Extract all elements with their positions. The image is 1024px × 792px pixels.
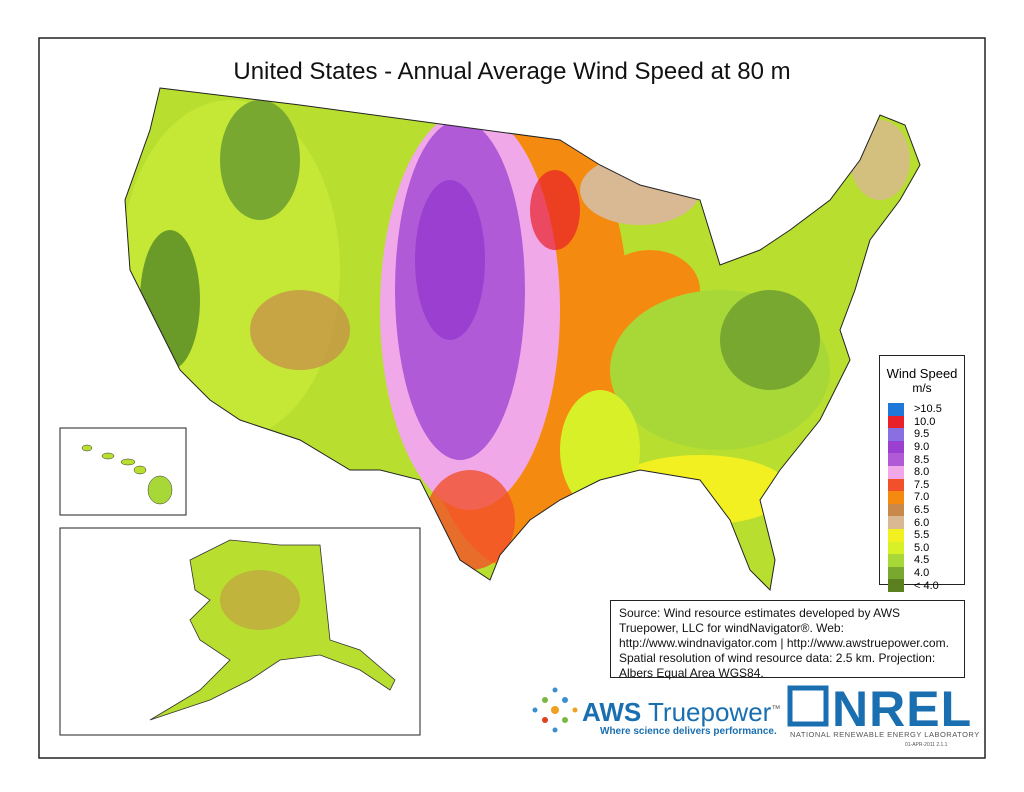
legend-swatch bbox=[888, 428, 904, 441]
legend-item: 4.5 bbox=[880, 554, 964, 567]
legend-item: 4.0 bbox=[880, 566, 964, 580]
legend-unit: m/s bbox=[912, 381, 932, 395]
legend-swatch bbox=[888, 541, 904, 555]
legend-rows: >10.5 10.0 9.5 9.0 8.5 8.0 7.5 7.0 6.5 6.0 5.5 5.0 4… bbox=[880, 403, 964, 592]
legend-swatch bbox=[888, 503, 904, 517]
legend-label: 10.0 bbox=[914, 415, 936, 428]
legend-label: 9.5 bbox=[914, 428, 930, 441]
aws-logo: AWS Truepower™ bbox=[582, 697, 780, 728]
legend-swatch bbox=[888, 516, 904, 529]
legend-swatch bbox=[888, 554, 904, 567]
legend-label: 7.5 bbox=[914, 478, 930, 491]
version-stamp: 01-APR-2011 2.1.1 bbox=[905, 742, 948, 748]
legend-label: 4.5 bbox=[914, 554, 930, 567]
legend-item: 7.5 bbox=[880, 478, 964, 492]
legend-label: 6.5 bbox=[914, 504, 930, 517]
alaska-shade bbox=[220, 570, 300, 630]
nrel-full-name: NATIONAL RENEWABLE ENERGY LABORATORY bbox=[790, 730, 980, 739]
legend-item: 5.0 bbox=[880, 541, 964, 555]
legend-item: 5.5 bbox=[880, 528, 964, 542]
map-title: United States - Annual Average Wind Spee… bbox=[233, 58, 791, 85]
legend-item: 10.0 bbox=[880, 415, 964, 429]
legend-label: < 4.0 bbox=[914, 579, 939, 592]
us-outline bbox=[124, 87, 921, 592]
legend-swatch bbox=[888, 566, 904, 580]
legend-item: 8.5 bbox=[880, 453, 964, 466]
aws-tm: ™ bbox=[771, 703, 781, 714]
legend-item: 8.0 bbox=[880, 465, 964, 479]
legend-swatch bbox=[888, 465, 904, 479]
legend-label: 9.0 bbox=[914, 441, 930, 454]
legend-swatch bbox=[888, 453, 904, 466]
legend-label: 5.0 bbox=[914, 541, 930, 554]
legend-item: >10.5 bbox=[880, 403, 964, 416]
legend-label: 4.0 bbox=[914, 567, 930, 580]
legend-item: 7.0 bbox=[880, 491, 964, 504]
legend-swatch bbox=[888, 478, 904, 492]
legend-item: 6.5 bbox=[880, 503, 964, 517]
legend-item: 6.0 bbox=[880, 516, 964, 529]
legend-item: < 4.0 bbox=[880, 579, 964, 592]
legend-swatch bbox=[888, 403, 904, 416]
legend-label: 6.0 bbox=[914, 516, 930, 529]
legend-swatch bbox=[888, 579, 904, 592]
legend-swatch bbox=[888, 528, 904, 542]
legend-item: 9.0 bbox=[880, 440, 964, 454]
hawaii-inset bbox=[59, 427, 187, 516]
legend-title: Wind Speed bbox=[886, 366, 958, 381]
legend-item: 9.5 bbox=[880, 428, 964, 441]
legend-label: 7.0 bbox=[914, 491, 930, 504]
aws-name: AWS bbox=[582, 697, 642, 727]
legend-label: 5.5 bbox=[914, 529, 930, 542]
legend: Wind Speed m/s >10.5 10.0 9.5 9.0 8.5 8.0 7.5 7… bbox=[879, 355, 965, 592]
aws-tagline: Where science delivers performance. bbox=[600, 726, 777, 737]
legend-swatch bbox=[888, 440, 904, 454]
legend-label: >10.5 bbox=[914, 403, 942, 416]
legend-label: 8.5 bbox=[914, 453, 930, 466]
frame bbox=[38, 37, 986, 759]
legend-swatch bbox=[888, 491, 904, 504]
nrel-logo: NREL bbox=[832, 681, 973, 737]
legend-label: 8.0 bbox=[914, 466, 930, 479]
source-note: Source: Wind resource estimates develope… bbox=[610, 600, 965, 680]
alaska bbox=[149, 539, 396, 721]
contiguous-us bbox=[125, 88, 920, 590]
hawaii bbox=[81, 444, 173, 505]
legend-swatch bbox=[888, 415, 904, 429]
aws-name-b: Truepower bbox=[648, 697, 772, 727]
